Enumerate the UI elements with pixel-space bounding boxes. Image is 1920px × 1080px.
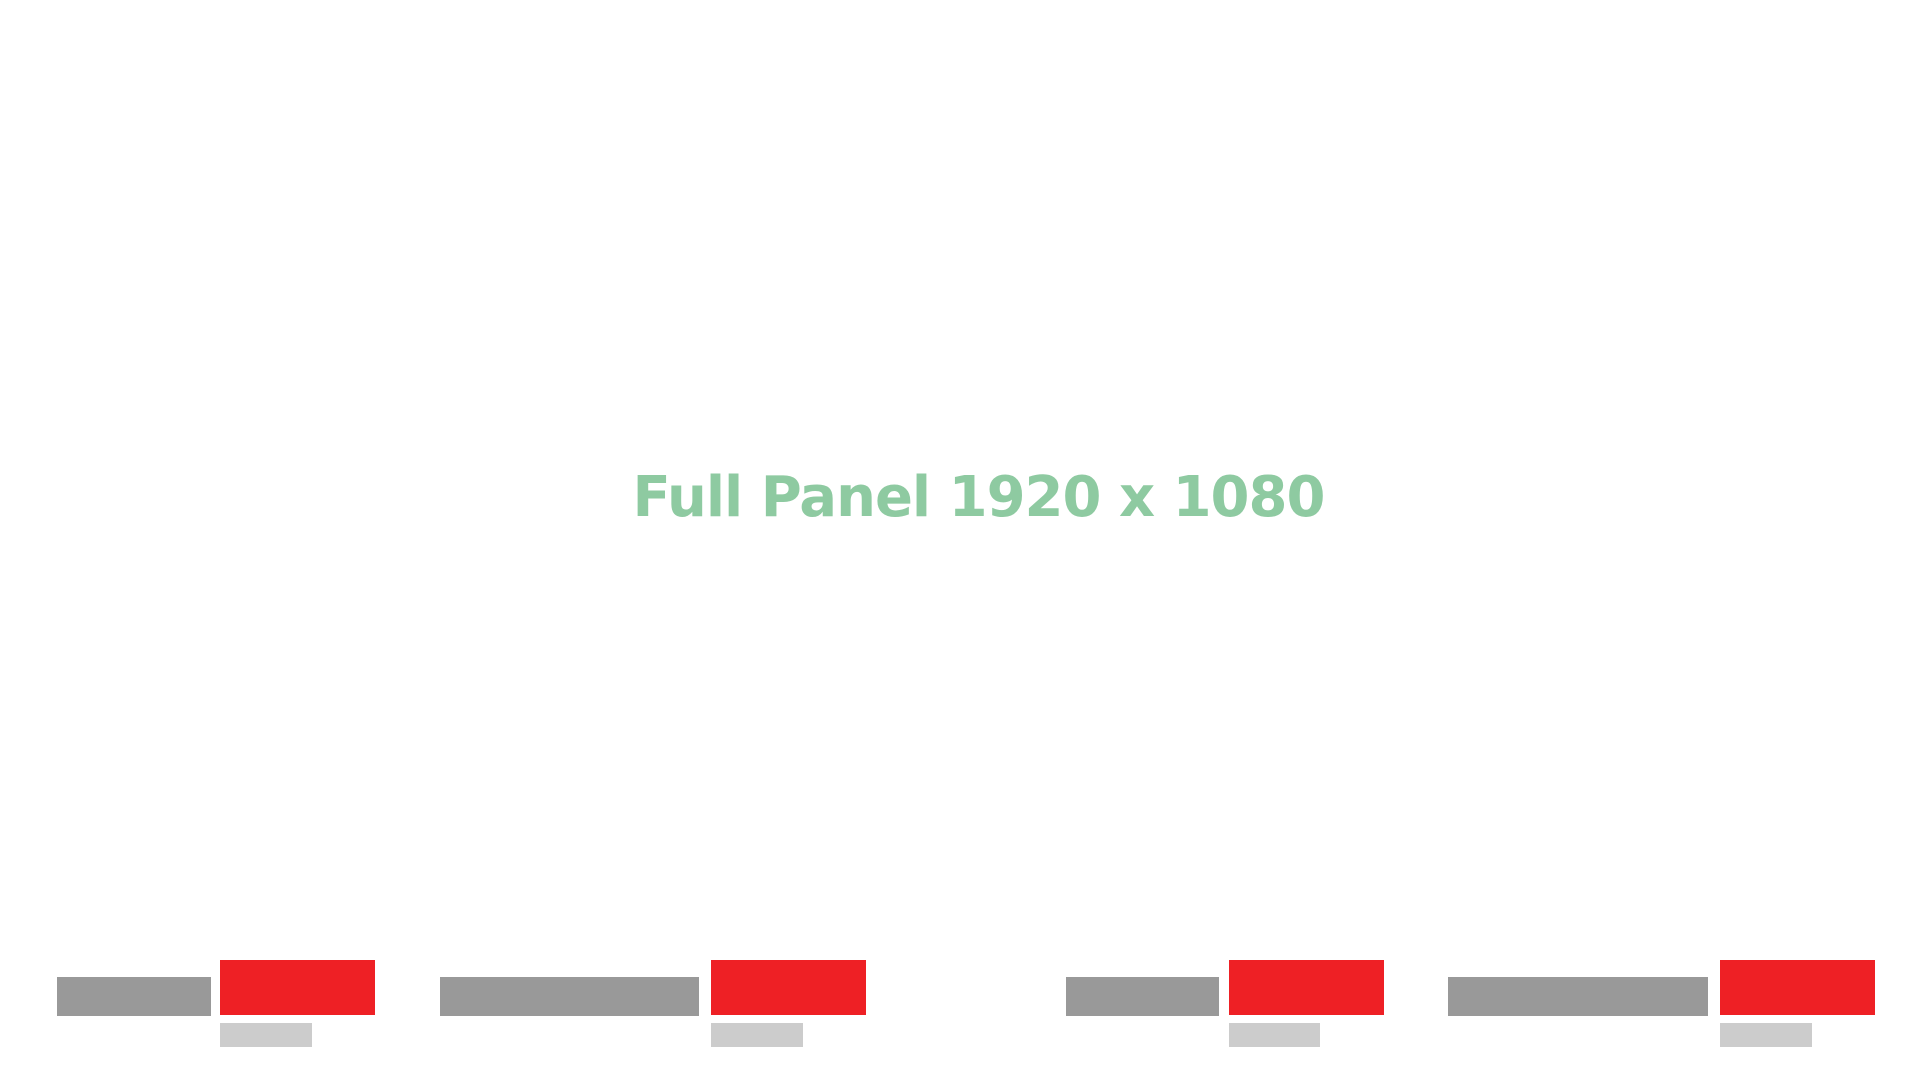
- placeholder-bar-light-4: [1720, 1023, 1812, 1047]
- placeholder-bar-red-1: [220, 960, 375, 1015]
- placeholder-bar-light-3: [1229, 1023, 1320, 1047]
- placeholder-bar-light-1: [220, 1023, 312, 1047]
- placeholder-bar-gray-4: [1448, 977, 1708, 1016]
- placeholder-bar-red-4: [1720, 960, 1875, 1015]
- placeholder-bar-red-2: [711, 960, 866, 1015]
- placeholder-bar-red-3: [1229, 960, 1384, 1015]
- placeholder-bar-light-2: [711, 1023, 803, 1047]
- placeholder-bar-gray-2: [440, 977, 699, 1016]
- placeholder-bar-gray-3: [1066, 977, 1219, 1016]
- panel-size-label: Full Panel 1920 x 1080: [632, 465, 1326, 530]
- placeholder-bar-gray-1: [57, 977, 211, 1016]
